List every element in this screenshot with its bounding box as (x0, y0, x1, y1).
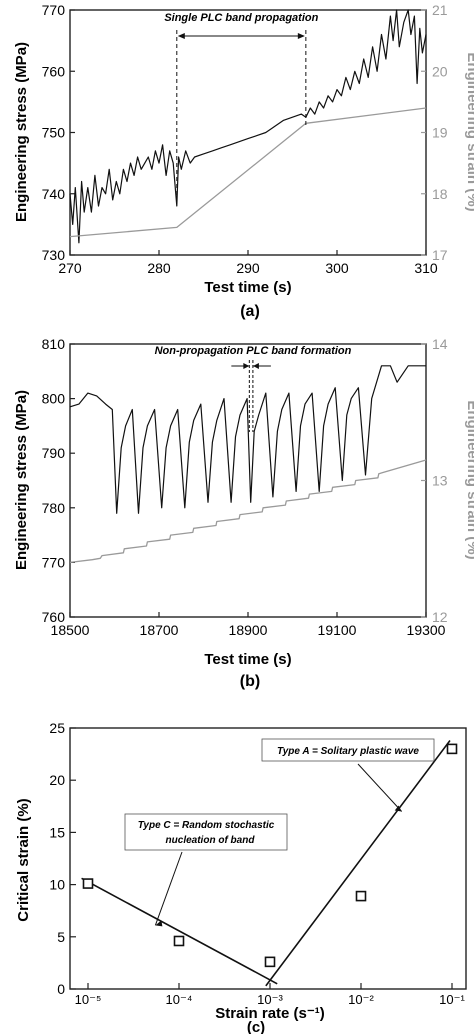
panel-b-annotation: Non-propagation PLC band formation (155, 345, 352, 432)
panel-a-ylabel: Engineering stress (MPa) (13, 42, 30, 222)
panel-a-series (69, 9, 427, 244)
c-type-c-pointer-line (154, 851, 183, 926)
b-left-tick-label: 790 (42, 445, 66, 461)
c-y-tick-label: 0 (57, 981, 65, 997)
c-x-tick-label: 10⁻⁵ (75, 992, 102, 1007)
panel-b-ylabel: Engineering stress (MPa) (13, 390, 30, 570)
c-type-a-label-box (261, 738, 435, 762)
c-data-point (173, 935, 185, 947)
a-x-tick-label: 290 (236, 260, 260, 276)
b-left-tick-label: 770 (42, 554, 66, 570)
a-left-tick-label: 770 (42, 2, 66, 18)
c-type-a-pointer-line (357, 763, 403, 812)
a-right-tick-label: 21 (432, 2, 448, 18)
b-x-tick-label: 19300 (407, 622, 446, 638)
c-x-tick-label: 10⁻⁴ (166, 992, 193, 1007)
panel-c-ylabel: Critical strain (%) (15, 798, 32, 921)
panel-b-series (69, 365, 427, 564)
panel-a-right-ticks: 17 18 19 20 21 (421, 2, 448, 263)
a-x-tick-label: 310 (414, 260, 438, 276)
panel-c-annotations: Type A = Solitary plastic wave Type C = R… (124, 738, 435, 927)
panel-c-x-ticks: 10⁻⁵ 10⁻⁴ 10⁻³ 10⁻² 10⁻¹ (75, 983, 465, 1007)
panel-b-y2label: Engineering strain (%) (464, 400, 474, 559)
c-type-c-arrowhead (155, 920, 163, 927)
panel-b: 760 770 780 790 800 810 12 13 14 18500 18700 1890… (13, 336, 474, 690)
c-type-c-label-line1: Type C = Random stochastic (138, 820, 275, 831)
c-y-tick-label: 20 (49, 772, 65, 788)
a-arrowhead-right (297, 33, 305, 39)
c-type-a-label: Type A = Solitary plastic wave (277, 746, 419, 757)
a-stress-line (69, 9, 427, 244)
b-right-tick-label: 13 (432, 473, 448, 489)
a-strain-line (69, 107, 427, 238)
panel-a-xlabel: Test time (s) (204, 279, 291, 296)
c-type-c-fit-line (81, 877, 278, 985)
b-arrowhead-left (243, 363, 250, 369)
b-left-tick-label: 760 (42, 609, 66, 625)
a-left-tick-label: 750 (42, 125, 66, 141)
panel-a: 730 740 750 760 770 17 18 19 20 21 270 280 290 300 3… (13, 2, 474, 320)
c-x-tick-label: 10⁻² (348, 992, 374, 1007)
panel-c-points (82, 743, 458, 968)
b-left-tick-label: 780 (42, 500, 66, 516)
a-right-tick-label: 20 (432, 63, 448, 79)
panel-a-annotation: Single PLC band propagation (164, 12, 319, 195)
panel-a-x-ticks: 270 280 290 300 310 (58, 250, 438, 276)
panel-b-right-ticks: 12 13 14 (421, 336, 448, 625)
c-type-a-arrowhead (394, 805, 402, 812)
c-x-tick-label: 10⁻¹ (439, 992, 465, 1007)
b-left-tick-label: 810 (42, 336, 66, 352)
panel-c: 0 5 10 15 20 25 10⁻⁵ 10⁻⁴ 10⁻³ 10⁻² 10⁻¹ Type A =… (15, 720, 467, 1034)
panel-b-label: (b) (240, 673, 260, 690)
b-stress-line (69, 365, 426, 514)
b-right-tick-label: 14 (432, 336, 448, 352)
c-data-point (264, 956, 276, 968)
panel-c-label: (c) (247, 1019, 265, 1034)
panel-a-label: (a) (240, 303, 260, 320)
a-right-tick-label: 17 (432, 247, 448, 263)
a-x-tick-label: 300 (325, 260, 349, 276)
panel-c-fit-lines (81, 740, 451, 987)
a-left-tick-label: 740 (42, 186, 66, 202)
c-y-tick-label: 5 (57, 929, 65, 945)
c-type-c-label-line2: nucleation of band (166, 835, 256, 846)
b-left-tick-label: 800 (42, 391, 66, 407)
a-left-tick-label: 760 (42, 63, 66, 79)
b-x-tick-label: 19100 (318, 622, 357, 638)
b-annotation-text: Non-propagation PLC band formation (155, 345, 352, 357)
c-data-point (446, 743, 458, 755)
b-x-tick-label: 18500 (51, 622, 90, 638)
panel-a-left-ticks: 730 740 750 760 770 (42, 2, 75, 263)
c-y-tick-label: 15 (49, 824, 65, 840)
c-y-tick-label: 10 (49, 877, 65, 893)
panel-b-x-ticks: 18500 18700 18900 19100 19300 (51, 612, 446, 638)
a-x-tick-label: 280 (147, 260, 171, 276)
panel-b-frame (69, 343, 427, 618)
a-annotation-text: Single PLC band propagation (164, 12, 318, 24)
panel-a-y2label: Engineering strain (%) (464, 52, 474, 211)
a-arrowhead-left (177, 33, 185, 39)
panel-b-xlabel: Test time (s) (204, 651, 291, 668)
panel-c-xlabel: Strain rate (s⁻¹) (215, 1005, 325, 1022)
c-data-point (82, 878, 94, 889)
c-y-tick-label: 25 (49, 720, 65, 736)
b-right-tick-label: 12 (432, 609, 448, 625)
b-arrowhead-right (252, 363, 259, 369)
c-type-c-label-box (124, 813, 288, 851)
b-strain-line (69, 459, 427, 564)
panel-c-frame (69, 727, 467, 990)
a-left-tick-label: 730 (42, 247, 66, 263)
a-x-tick-label: 270 (58, 260, 82, 276)
panel-c-left-ticks: 0 5 10 15 20 25 (49, 720, 76, 997)
b-x-tick-label: 18700 (140, 622, 179, 638)
a-right-tick-label: 19 (432, 125, 448, 141)
a-right-tick-label: 18 (432, 186, 448, 202)
c-data-point (355, 890, 367, 902)
b-x-tick-label: 18900 (229, 622, 268, 638)
c-x-tick-label: 10⁻³ (257, 992, 283, 1007)
c-type-a-fit-line (265, 740, 451, 987)
